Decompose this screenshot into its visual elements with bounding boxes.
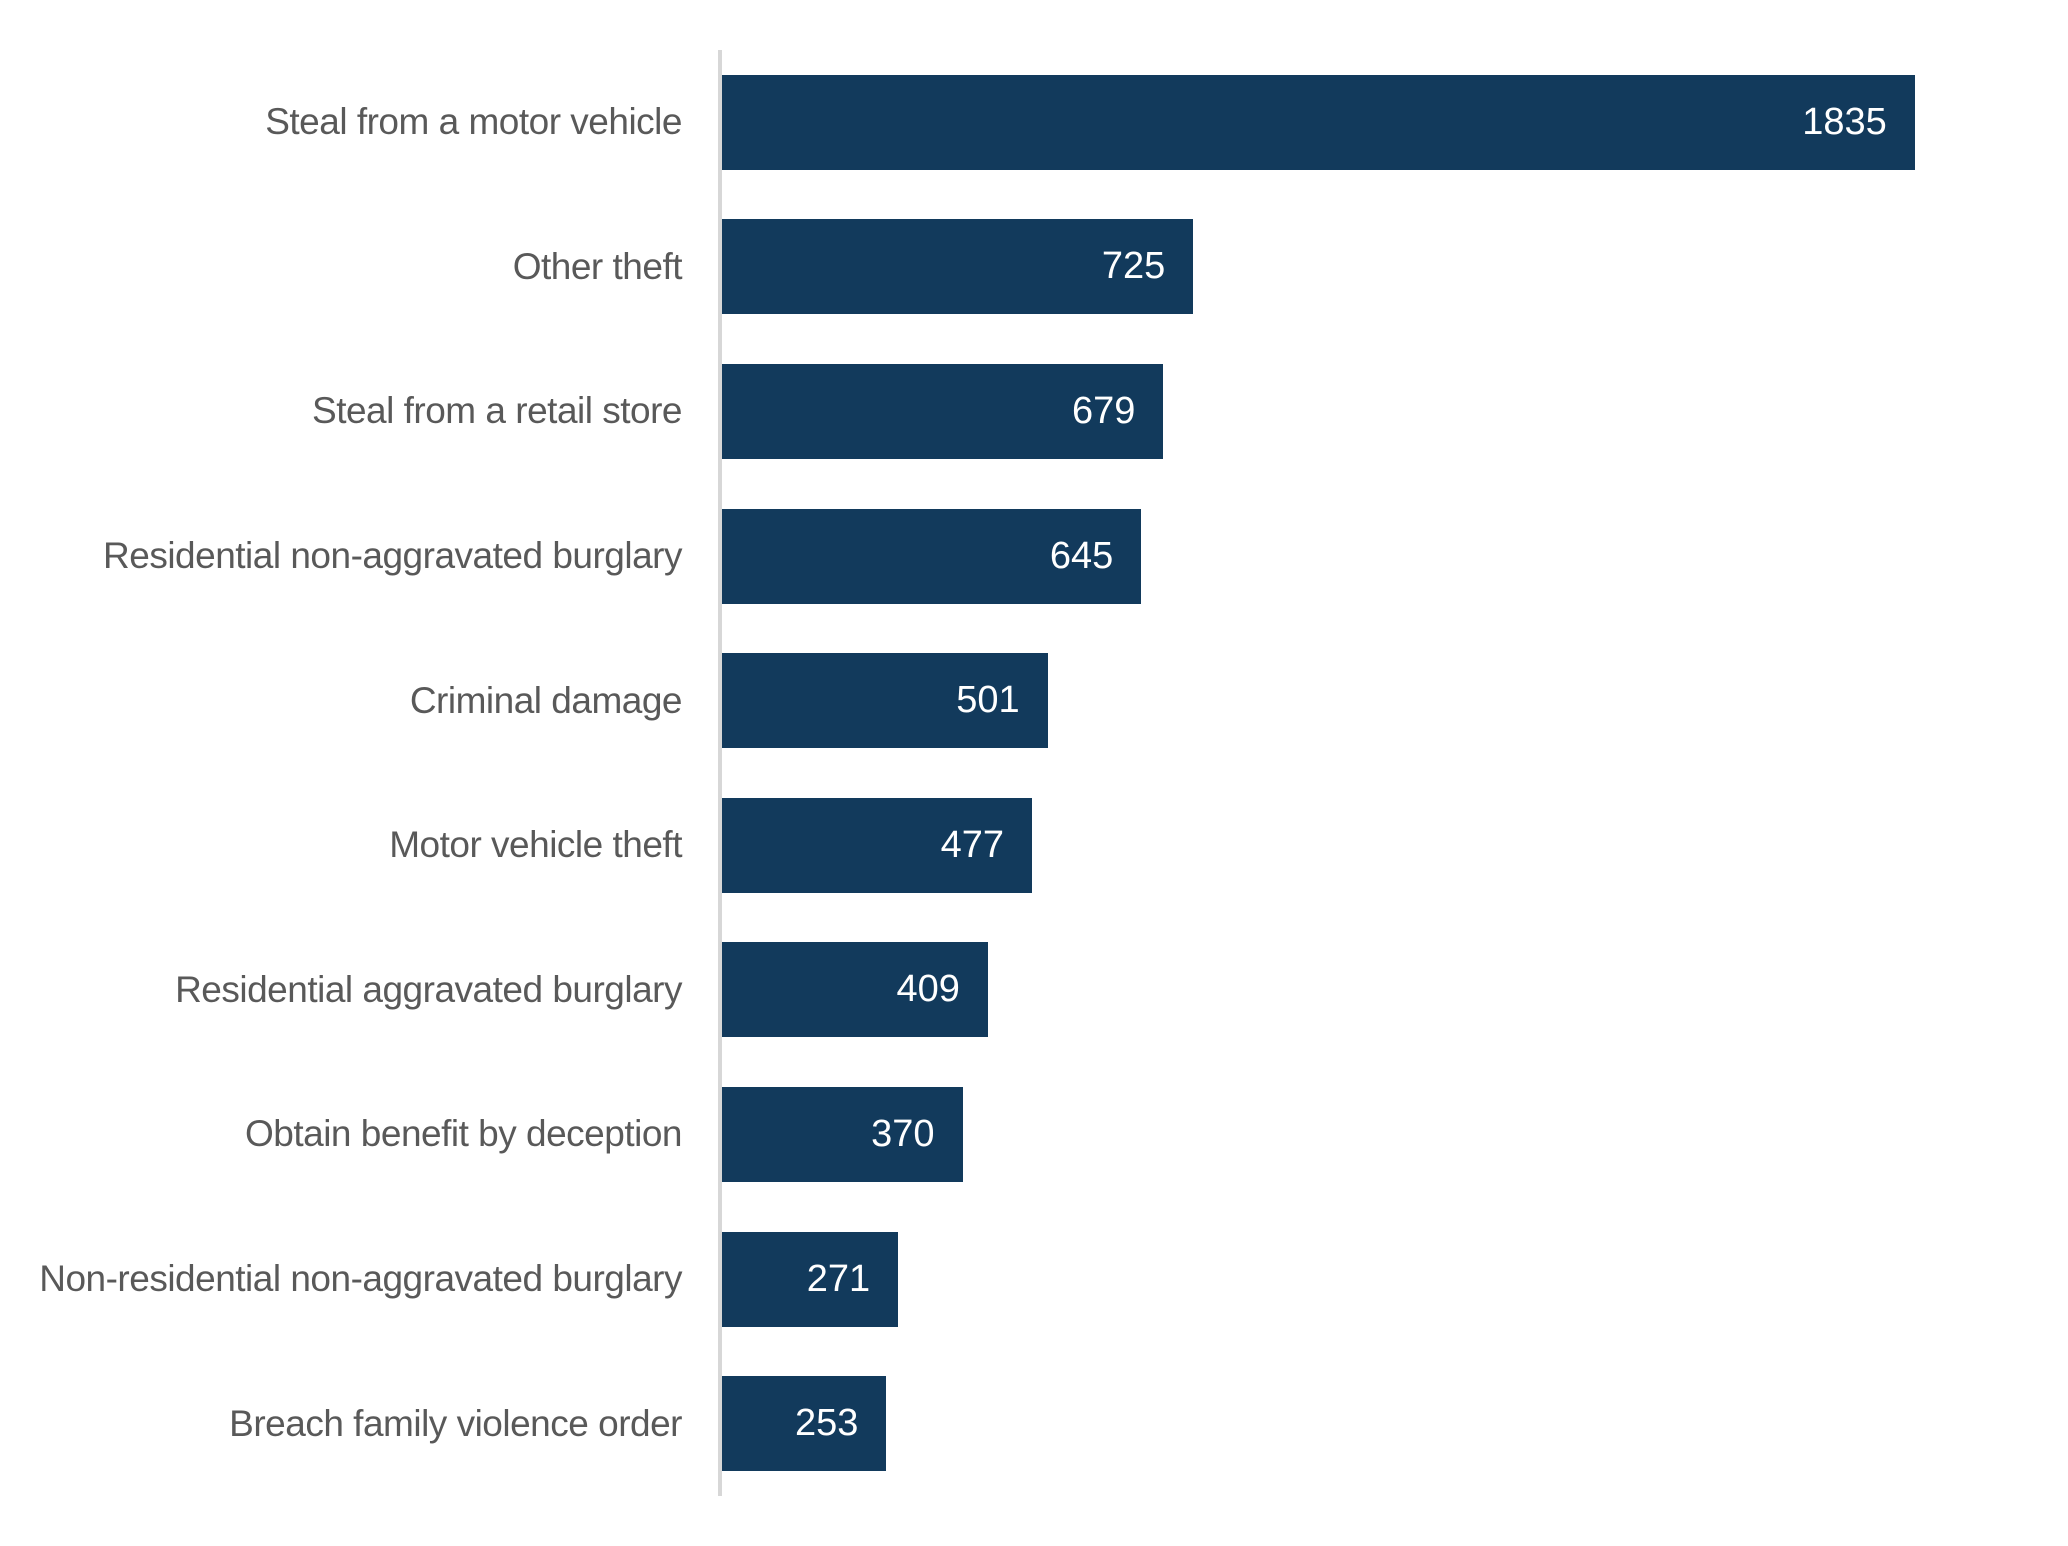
- category-label: Non-residential non-aggravated burglary: [39, 1258, 682, 1300]
- bar-track: 679: [722, 363, 2022, 459]
- bar-track: 1835: [722, 74, 2022, 170]
- category-label: Steal from a motor vehicle: [265, 101, 682, 143]
- bar: 253: [722, 1376, 887, 1472]
- bar: 409: [722, 942, 988, 1038]
- value-label: 253: [795, 1402, 859, 1445]
- chart-row: Breach family violence order 253: [0, 1351, 2068, 1496]
- bar: 725: [722, 219, 1194, 315]
- chart-row: Non-residential non-aggravated burglary …: [0, 1207, 2068, 1352]
- value-label: 501: [956, 679, 1020, 722]
- bar: 477: [722, 797, 1033, 893]
- chart-row: Criminal damage 501: [0, 628, 2068, 773]
- bar-track: 645: [722, 508, 2022, 604]
- bar-track: 253: [722, 1376, 2022, 1472]
- chart-row: Other theft 725: [0, 195, 2068, 340]
- value-label: 477: [940, 823, 1005, 866]
- chart-row: Residential aggravated burglary 409: [0, 918, 2068, 1063]
- chart-row: Obtain benefit by deception 370: [0, 1062, 2068, 1207]
- bar-track: 271: [722, 1231, 2022, 1327]
- chart-row: Steal from a motor vehicle 1835: [0, 50, 2068, 195]
- bar-track: 370: [722, 1086, 2022, 1182]
- bar-track: 501: [722, 653, 2022, 749]
- bar: 645: [722, 508, 1142, 604]
- value-label: 679: [1071, 389, 1136, 432]
- value-label: 409: [896, 968, 960, 1011]
- value-label: 725: [1101, 245, 1166, 288]
- chart-row: Steal from a retail store 679: [0, 339, 2068, 484]
- value-label: 271: [806, 1257, 871, 1300]
- bar: 271: [722, 1231, 899, 1327]
- category-label: Obtain benefit by deception: [245, 1113, 683, 1155]
- value-label: 645: [1049, 534, 1114, 577]
- category-label: Other theft: [512, 245, 683, 287]
- chart-row: Residential non-aggravated burglary 645: [0, 484, 2068, 629]
- category-label: Residential non-aggravated burglary: [103, 535, 682, 577]
- category-label: Motor vehicle theft: [389, 824, 682, 866]
- value-label: 1835: [1802, 100, 1887, 143]
- chart-row: Motor vehicle theft 477: [0, 773, 2068, 918]
- category-label: Breach family violence order: [229, 1402, 682, 1444]
- category-label: Steal from a retail store: [312, 390, 682, 432]
- y-axis-line: [718, 50, 722, 1496]
- value-label: 370: [871, 1112, 935, 1155]
- bar: 370: [722, 1086, 963, 1182]
- bar-rows: Steal from a motor vehicle 1835 Other th…: [0, 50, 2068, 1496]
- bar-track: 725: [722, 219, 2022, 315]
- category-label: Criminal damage: [409, 679, 683, 721]
- bar: 679: [722, 363, 1164, 459]
- plot-area: Steal from a motor vehicle 1835 Other th…: [0, 50, 2068, 1496]
- bar: 501: [722, 653, 1048, 749]
- category-label: Residential aggravated burglary: [175, 968, 682, 1010]
- bar: 1835: [722, 74, 1915, 170]
- bar-track: 477: [722, 797, 2022, 893]
- bar-track: 409: [722, 942, 2022, 1038]
